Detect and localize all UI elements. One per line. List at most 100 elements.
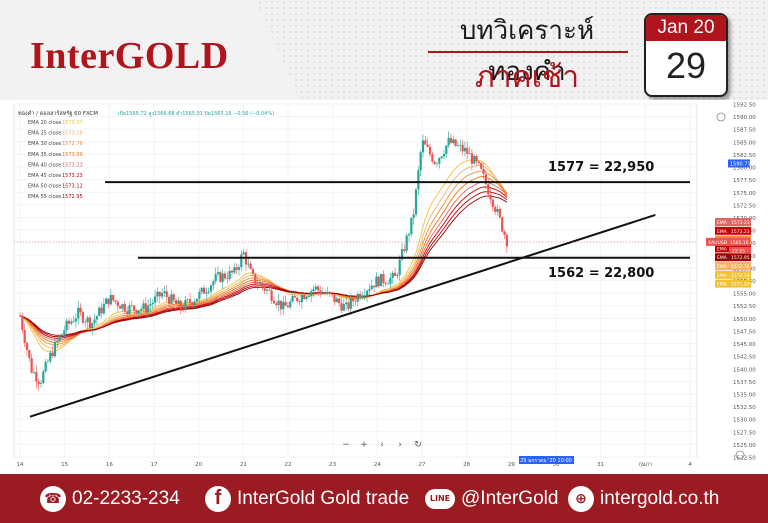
footer-facebook[interactable]: f InterGold Gold trade [205,474,409,523]
calendar-month: Jan 20 [646,15,726,41]
candle-body [503,231,506,235]
candle-body [424,140,427,145]
candle-body [21,315,24,330]
intergold-logo: InterGOLD [30,35,229,77]
xauusd-badge [706,237,750,246]
forward-icon[interactable]: › [398,440,402,450]
header: InterGOLD บทวิเคราะห์ทองคำ ภาคเช้า Jan 2… [0,0,768,100]
footer-line[interactable]: LINE @InterGold [425,474,558,523]
candle-body [121,304,124,309]
ema-badge-value: 1572.76 [731,264,750,270]
candle-body [482,168,485,174]
candle-body [158,291,161,297]
candle-body [489,194,492,200]
price-tick-label: 1587.50 [733,128,756,134]
candle-body [35,371,38,382]
ema-badge-label: EMA [717,229,728,235]
ema-badge-tag [715,253,729,262]
ema-line [19,159,508,353]
candle-body [449,137,453,144]
candle-body [345,302,348,305]
ema-legend-value: 1573.09 [62,152,83,158]
time-tick-label: 14 [17,462,24,468]
minus-icon[interactable]: − [342,440,350,450]
plus-icon[interactable]: + [360,440,368,450]
candle-body [240,254,243,268]
candle-body [293,296,296,298]
candle-body [144,303,147,313]
time-cursor-badge [519,456,574,464]
time-tick-label: 20 [195,462,202,468]
countdown-badge [729,246,751,254]
calendar-badge: Jan 20 29 [644,13,728,97]
candle-body [149,304,152,306]
time-tick-label: 4 [688,462,692,468]
candle-body [37,381,40,384]
candle-body [470,153,474,164]
candle-body [289,301,292,308]
candle-body [119,306,122,309]
candle-body [160,293,164,297]
candle-body [67,320,71,324]
candle-body [438,158,441,164]
candle-body [18,315,22,317]
candle-body [195,298,199,302]
footer-phone[interactable]: ☎ 02-2233-234 [40,474,180,523]
candle-body [72,321,75,323]
ema-legend-value: 1573.23 [62,173,83,179]
candle-body [498,209,501,218]
candle-body [60,334,64,337]
price-tick-label: 1582.50 [733,153,756,159]
candle-body [235,267,238,270]
candle-body [165,291,168,298]
candle-body [184,300,187,310]
candle-body [251,268,255,274]
price-annotation: 1562 = 22,800 [548,266,654,281]
candle-body [312,289,315,292]
candle-body [314,286,317,290]
candle-body [386,283,390,285]
ema-badge-label: EMA [717,264,728,270]
candle-body [230,270,234,273]
chart-toolbar[interactable]: − + ‹ › ↻ [342,440,422,450]
candle-body [98,307,101,317]
candle-body [142,303,145,309]
price-tick-label: 1550.00 [733,317,756,323]
time-tick-label: 23 [329,462,336,468]
footer-website[interactable]: ⊕ intergold.co.th [568,474,719,523]
phone-number: 02-2233-234 [72,487,180,509]
reset-icon[interactable]: ↻ [414,440,422,450]
candle-body [63,330,66,335]
candle-body [214,274,217,282]
back-icon[interactable]: ‹ [380,440,384,450]
title-divider [428,51,628,53]
time-tick-label: 15 [61,462,68,468]
candle-body [321,293,324,295]
candle-body [447,137,450,146]
candle-body [356,293,359,302]
candle-body [279,300,283,310]
resistance-price-badge [728,159,750,168]
candle-body [81,312,84,323]
candle-body [137,310,140,314]
candle-body [277,300,280,305]
candle-body [268,289,271,291]
candle-body [105,298,108,304]
candle-body [459,144,462,146]
candle-body [126,311,129,315]
ema-badge-tag [715,262,729,270]
analysis-title: บทวิเคราะห์ทองคำ [459,16,595,87]
grid-lines [14,103,697,458]
candle-body [212,281,215,286]
candlestick-chart[interactable]: 1592.50 1590.00 1587.50 1585.00 1582.50 1580.… [0,100,768,474]
price-tick-label: 1592.50 [733,103,756,109]
candle-body [186,299,189,301]
candle-body [445,145,448,154]
time-tick-label: 21 [240,462,247,468]
candle-body [335,298,338,303]
ema-legend-value: 1572.95 [62,194,83,200]
candle-body [188,299,192,303]
candle-body [433,161,436,164]
candle-body [223,273,227,279]
price-tick-label: 1537.50 [733,380,756,386]
